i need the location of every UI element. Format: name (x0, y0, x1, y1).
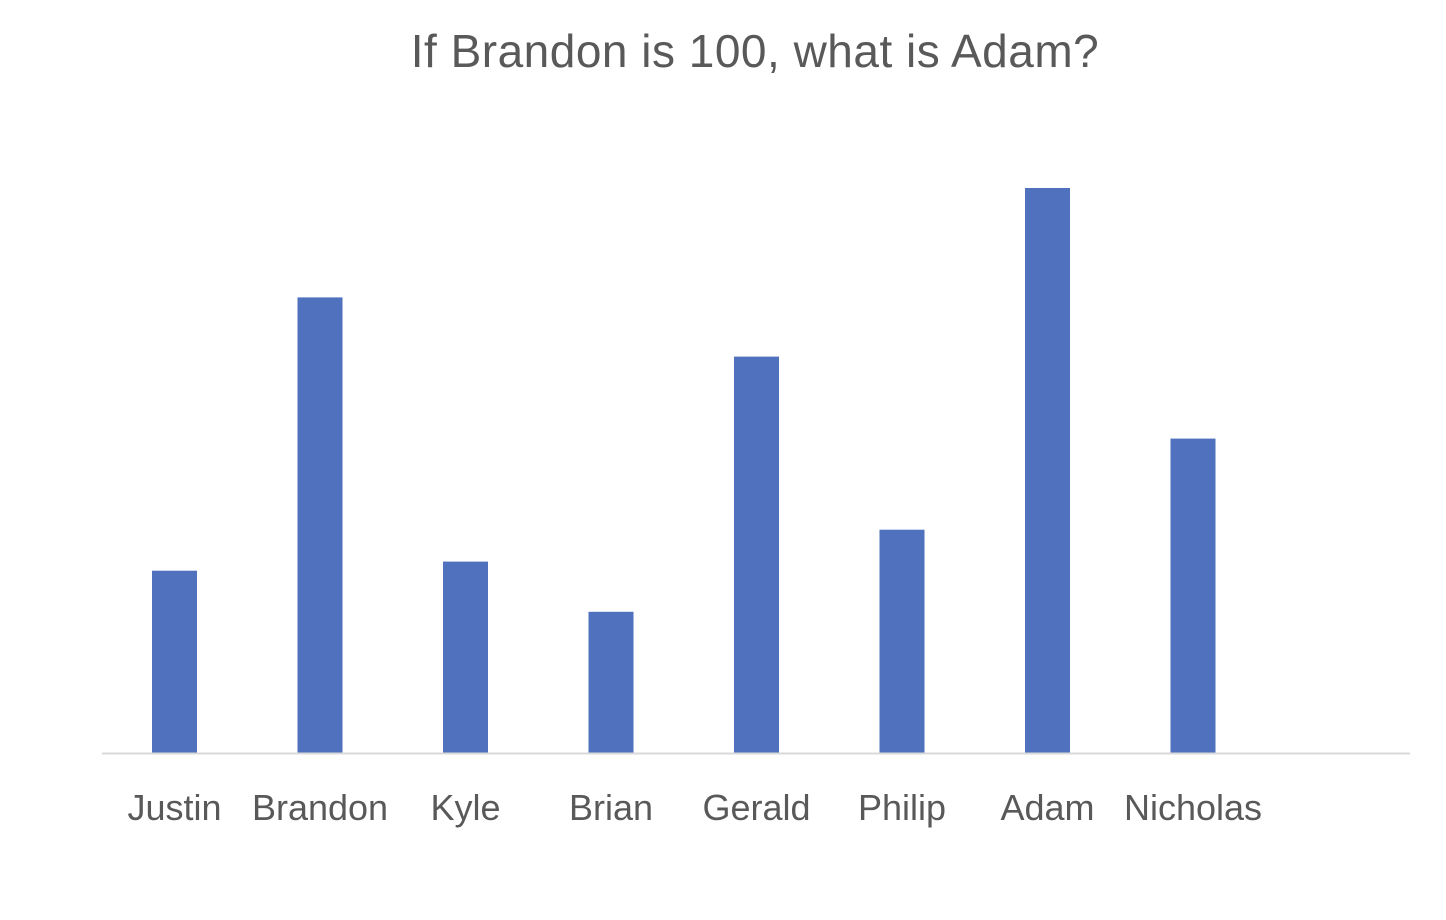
x-tick-label-philip: Philip (858, 787, 946, 828)
bar-brian (588, 611, 634, 754)
bar-justin (152, 570, 197, 753)
x-tick-label-nicholas: Nicholas (1124, 787, 1262, 828)
bar-nicholas (1170, 438, 1216, 753)
x-tick-label-kyle: Kyle (430, 787, 500, 828)
bar-adam (1025, 188, 1070, 753)
tick-labels-group: Justin Brandon Kyle Brian Gerald Philip Adam Ni… (127, 787, 1262, 828)
bar-kyle (443, 561, 488, 753)
bar-philip (879, 529, 925, 753)
x-tick-label-justin: Justin (127, 787, 221, 828)
x-tick-label-adam: Adam (1000, 787, 1094, 828)
x-tick-label-brian: Brian (569, 787, 653, 828)
x-tick-label-brandon: Brandon (252, 787, 388, 828)
x-tick-label-gerald: Gerald (702, 787, 810, 828)
chart-title: If Brandon is 100, what is Adam? (410, 25, 1100, 77)
bar-gerald (734, 356, 779, 753)
bars-group (152, 188, 1216, 754)
bar-brandon (297, 297, 343, 753)
